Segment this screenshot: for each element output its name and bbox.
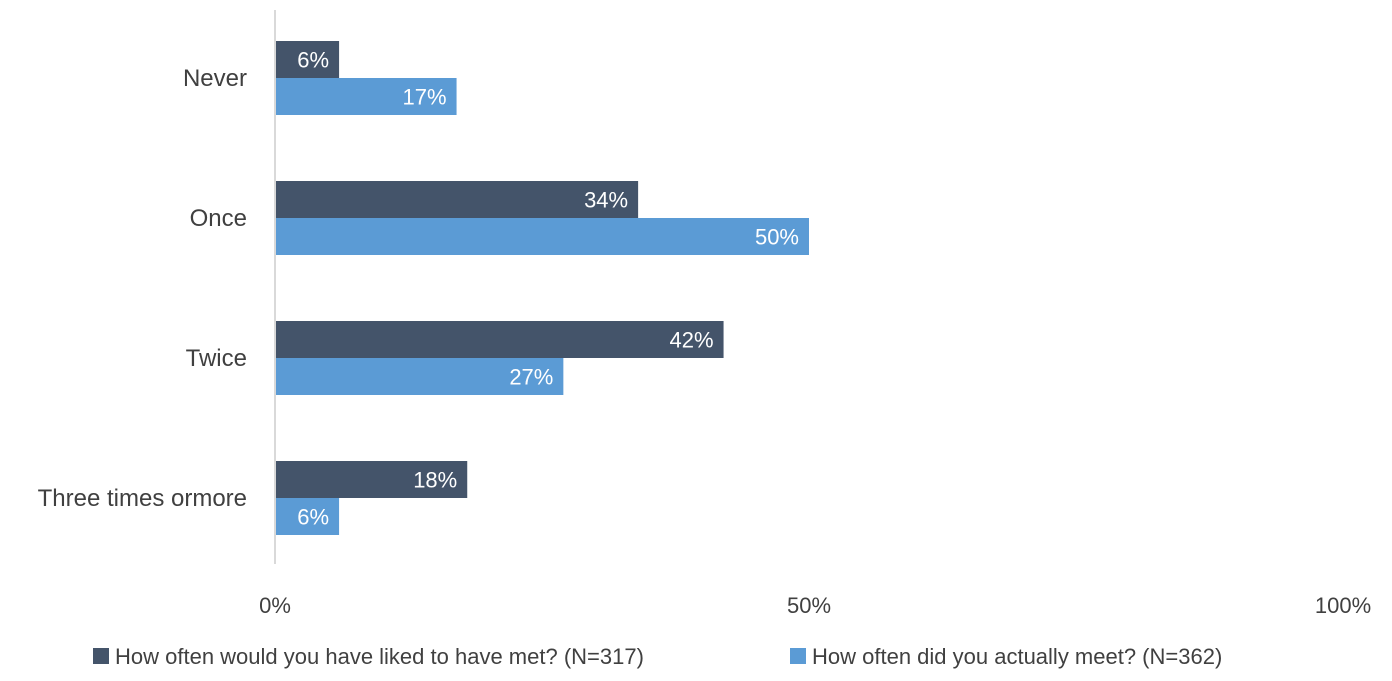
data-label: 42% — [670, 328, 714, 353]
data-label: 17% — [403, 85, 447, 110]
x-tick-label: 0% — [259, 593, 291, 618]
category-label: Three times ormore — [38, 485, 247, 512]
legend-label: How often would you have liked to have m… — [115, 644, 644, 669]
data-label: 50% — [755, 225, 799, 250]
bar-actually-met — [275, 78, 457, 115]
bar-actually-met — [275, 358, 564, 395]
x-tick-label: 100% — [1315, 593, 1371, 618]
category-label: Once — [190, 205, 247, 232]
data-labels: 6% 17% 34% 50% 42% 27% 18% 6% — [297, 48, 799, 530]
data-label: 6% — [297, 48, 329, 73]
legend: How often would you have liked to have m… — [93, 644, 1222, 669]
bar-actually-met — [275, 498, 340, 535]
data-label: 6% — [297, 505, 329, 530]
category-label: Twice — [186, 345, 247, 372]
bars-group — [275, 41, 809, 535]
legend-swatch-would-have-liked — [93, 648, 109, 664]
data-label: 18% — [413, 468, 457, 493]
bar-would-have-liked — [275, 321, 724, 358]
bar-would-have-liked — [275, 41, 340, 78]
category-label: Never — [183, 65, 247, 92]
x-tick-labels: 0% 50% 100% — [259, 593, 1371, 618]
x-tick-label: 50% — [787, 593, 831, 618]
legend-label: How often did you actually meet? (N=362) — [812, 644, 1222, 669]
legend-swatch-actually-met — [790, 648, 806, 664]
bar-actually-met — [275, 218, 809, 255]
bar-would-have-liked — [275, 181, 639, 218]
category-labels: Never Once Twice Three times ormore — [38, 65, 247, 512]
data-label: 27% — [509, 365, 553, 390]
data-label: 34% — [584, 188, 628, 213]
bar-would-have-liked — [275, 461, 468, 498]
